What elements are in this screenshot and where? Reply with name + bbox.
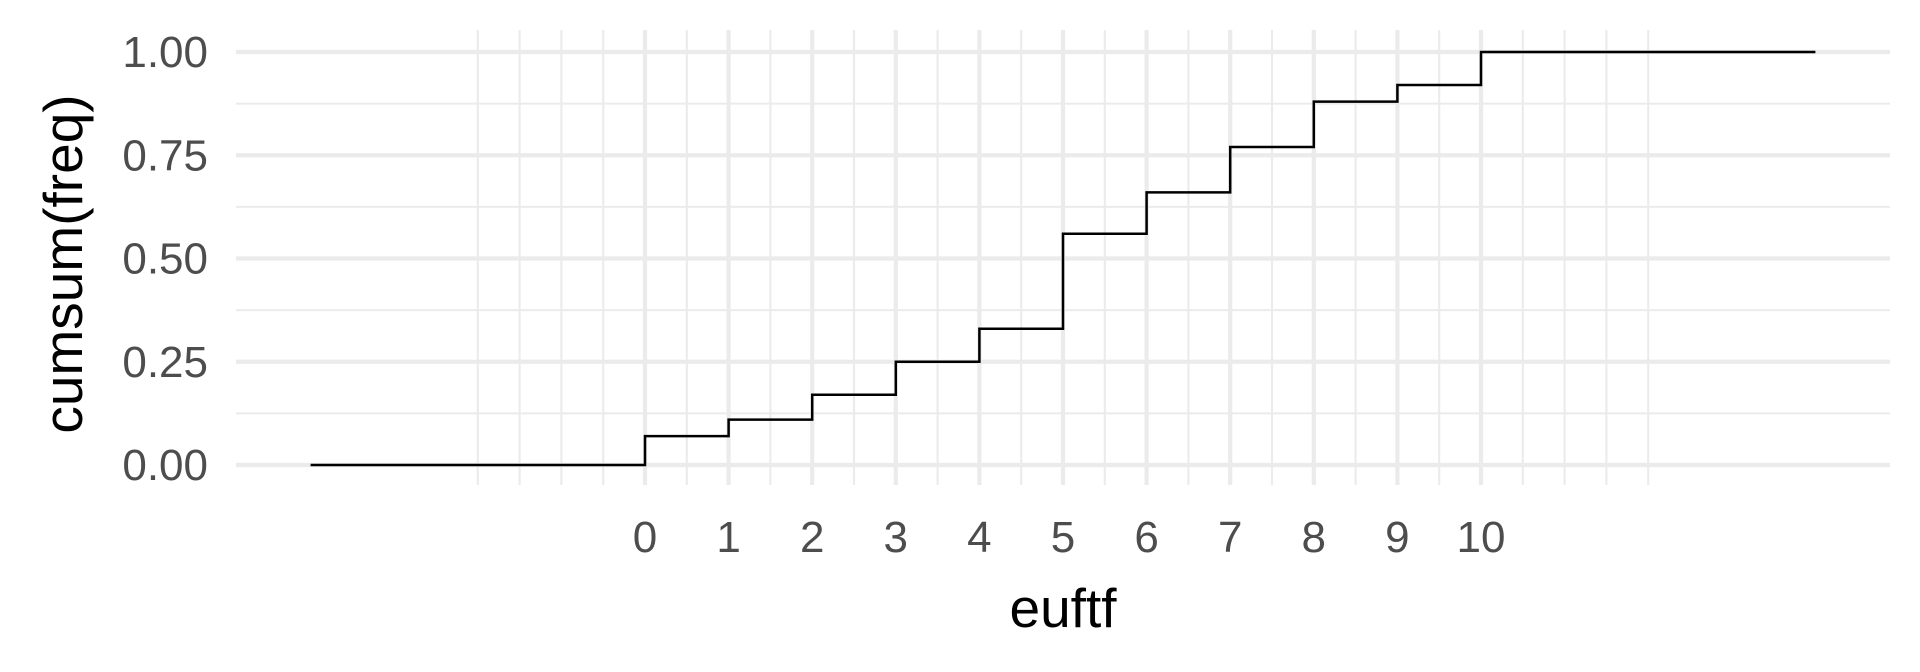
y-tick-label: 0.75 [122, 131, 208, 180]
x-tick-labels: 0 1 2 3 4 5 6 7 8 9 10 [633, 513, 1506, 562]
y-tick-label: 1.00 [122, 28, 208, 77]
x-tick-label: 10 [1457, 513, 1506, 562]
x-tick-label: 4 [967, 513, 991, 562]
x-tick-label: 5 [1051, 513, 1075, 562]
x-tick-label: 2 [800, 513, 824, 562]
x-tick-label: 6 [1134, 513, 1158, 562]
x-tick-label: 0 [633, 513, 657, 562]
x-tick-label: 9 [1385, 513, 1409, 562]
y-tick-label: 0.25 [122, 338, 208, 387]
y-axis-title: cumsum(freq) [32, 94, 94, 433]
x-tick-label: 1 [716, 513, 740, 562]
x-axis-title: euftf [1009, 577, 1117, 639]
series-layer [310, 50, 1816, 467]
y-tick-label: 0.50 [122, 235, 208, 284]
x-tick-label: 8 [1302, 513, 1326, 562]
x-tick-label: 7 [1218, 513, 1242, 562]
y-tick-label: 0.00 [122, 441, 208, 490]
x-tick-label: 3 [884, 513, 908, 562]
series-step-line [310, 50, 1816, 467]
y-tick-labels: 0.00 0.25 0.50 0.75 1.00 [122, 28, 208, 490]
